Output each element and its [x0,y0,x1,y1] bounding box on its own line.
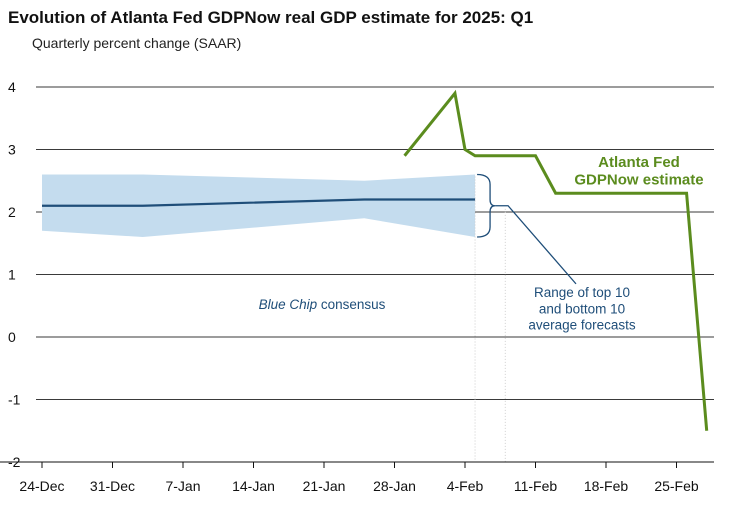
range-band-group [42,174,506,462]
y-tick-label-1: -1 [8,392,21,408]
y-tick-label-4: 2 [8,204,16,220]
y-tick-label-6: 4 [8,79,16,95]
x-tick-label-4: 21-Jan [303,478,346,494]
chart-subtitle: Quarterly percent change (SAAR) [32,35,242,51]
chart-title: Evolution of Atlanta Fed GDPNow real GDP… [8,8,534,27]
series-lines [42,89,709,431]
y-tick-label-3: 1 [8,267,16,283]
range-bracket [477,173,496,238]
bluechip-consensus-line [42,198,476,207]
range-label-line-2: average forecasts [528,318,636,333]
y-tick-label-2: 0 [8,329,16,345]
x-tick-label-1: 31-Dec [90,478,135,494]
y-tick-label-5: 3 [8,142,16,158]
range-band [42,174,476,237]
x-tick-label-7: 11-Feb [514,478,558,494]
range-label-line-0: Range of top 10 [534,285,630,300]
gdpnow-line [403,89,709,431]
grid-lines [36,86,714,400]
range-leader-line [495,205,577,285]
bluechip-label-rest: consensus [317,297,386,312]
x-tick-label-2: 7-Jan [165,478,200,494]
range-label-line-1: and bottom 10 [539,301,625,316]
x-tick-label-6: 4-Feb [447,478,484,494]
x-tick-label-0: 24-Dec [19,478,64,494]
bluechip-label-italic: Blue Chip [259,297,318,312]
x-tick-label-8: 18-Feb [584,478,629,494]
x-tick-label-5: 28-Jan [373,478,416,494]
gdpnow-label-line-1: GDPNow estimate [574,172,703,189]
x-tick-label-3: 14-Jan [232,478,275,494]
x-tick-label-9: 25-Feb [654,478,699,494]
bluechip-label: Blue Chip consensus [259,297,386,312]
gdpnow-label-line-0: Atlanta Fed [598,154,680,171]
